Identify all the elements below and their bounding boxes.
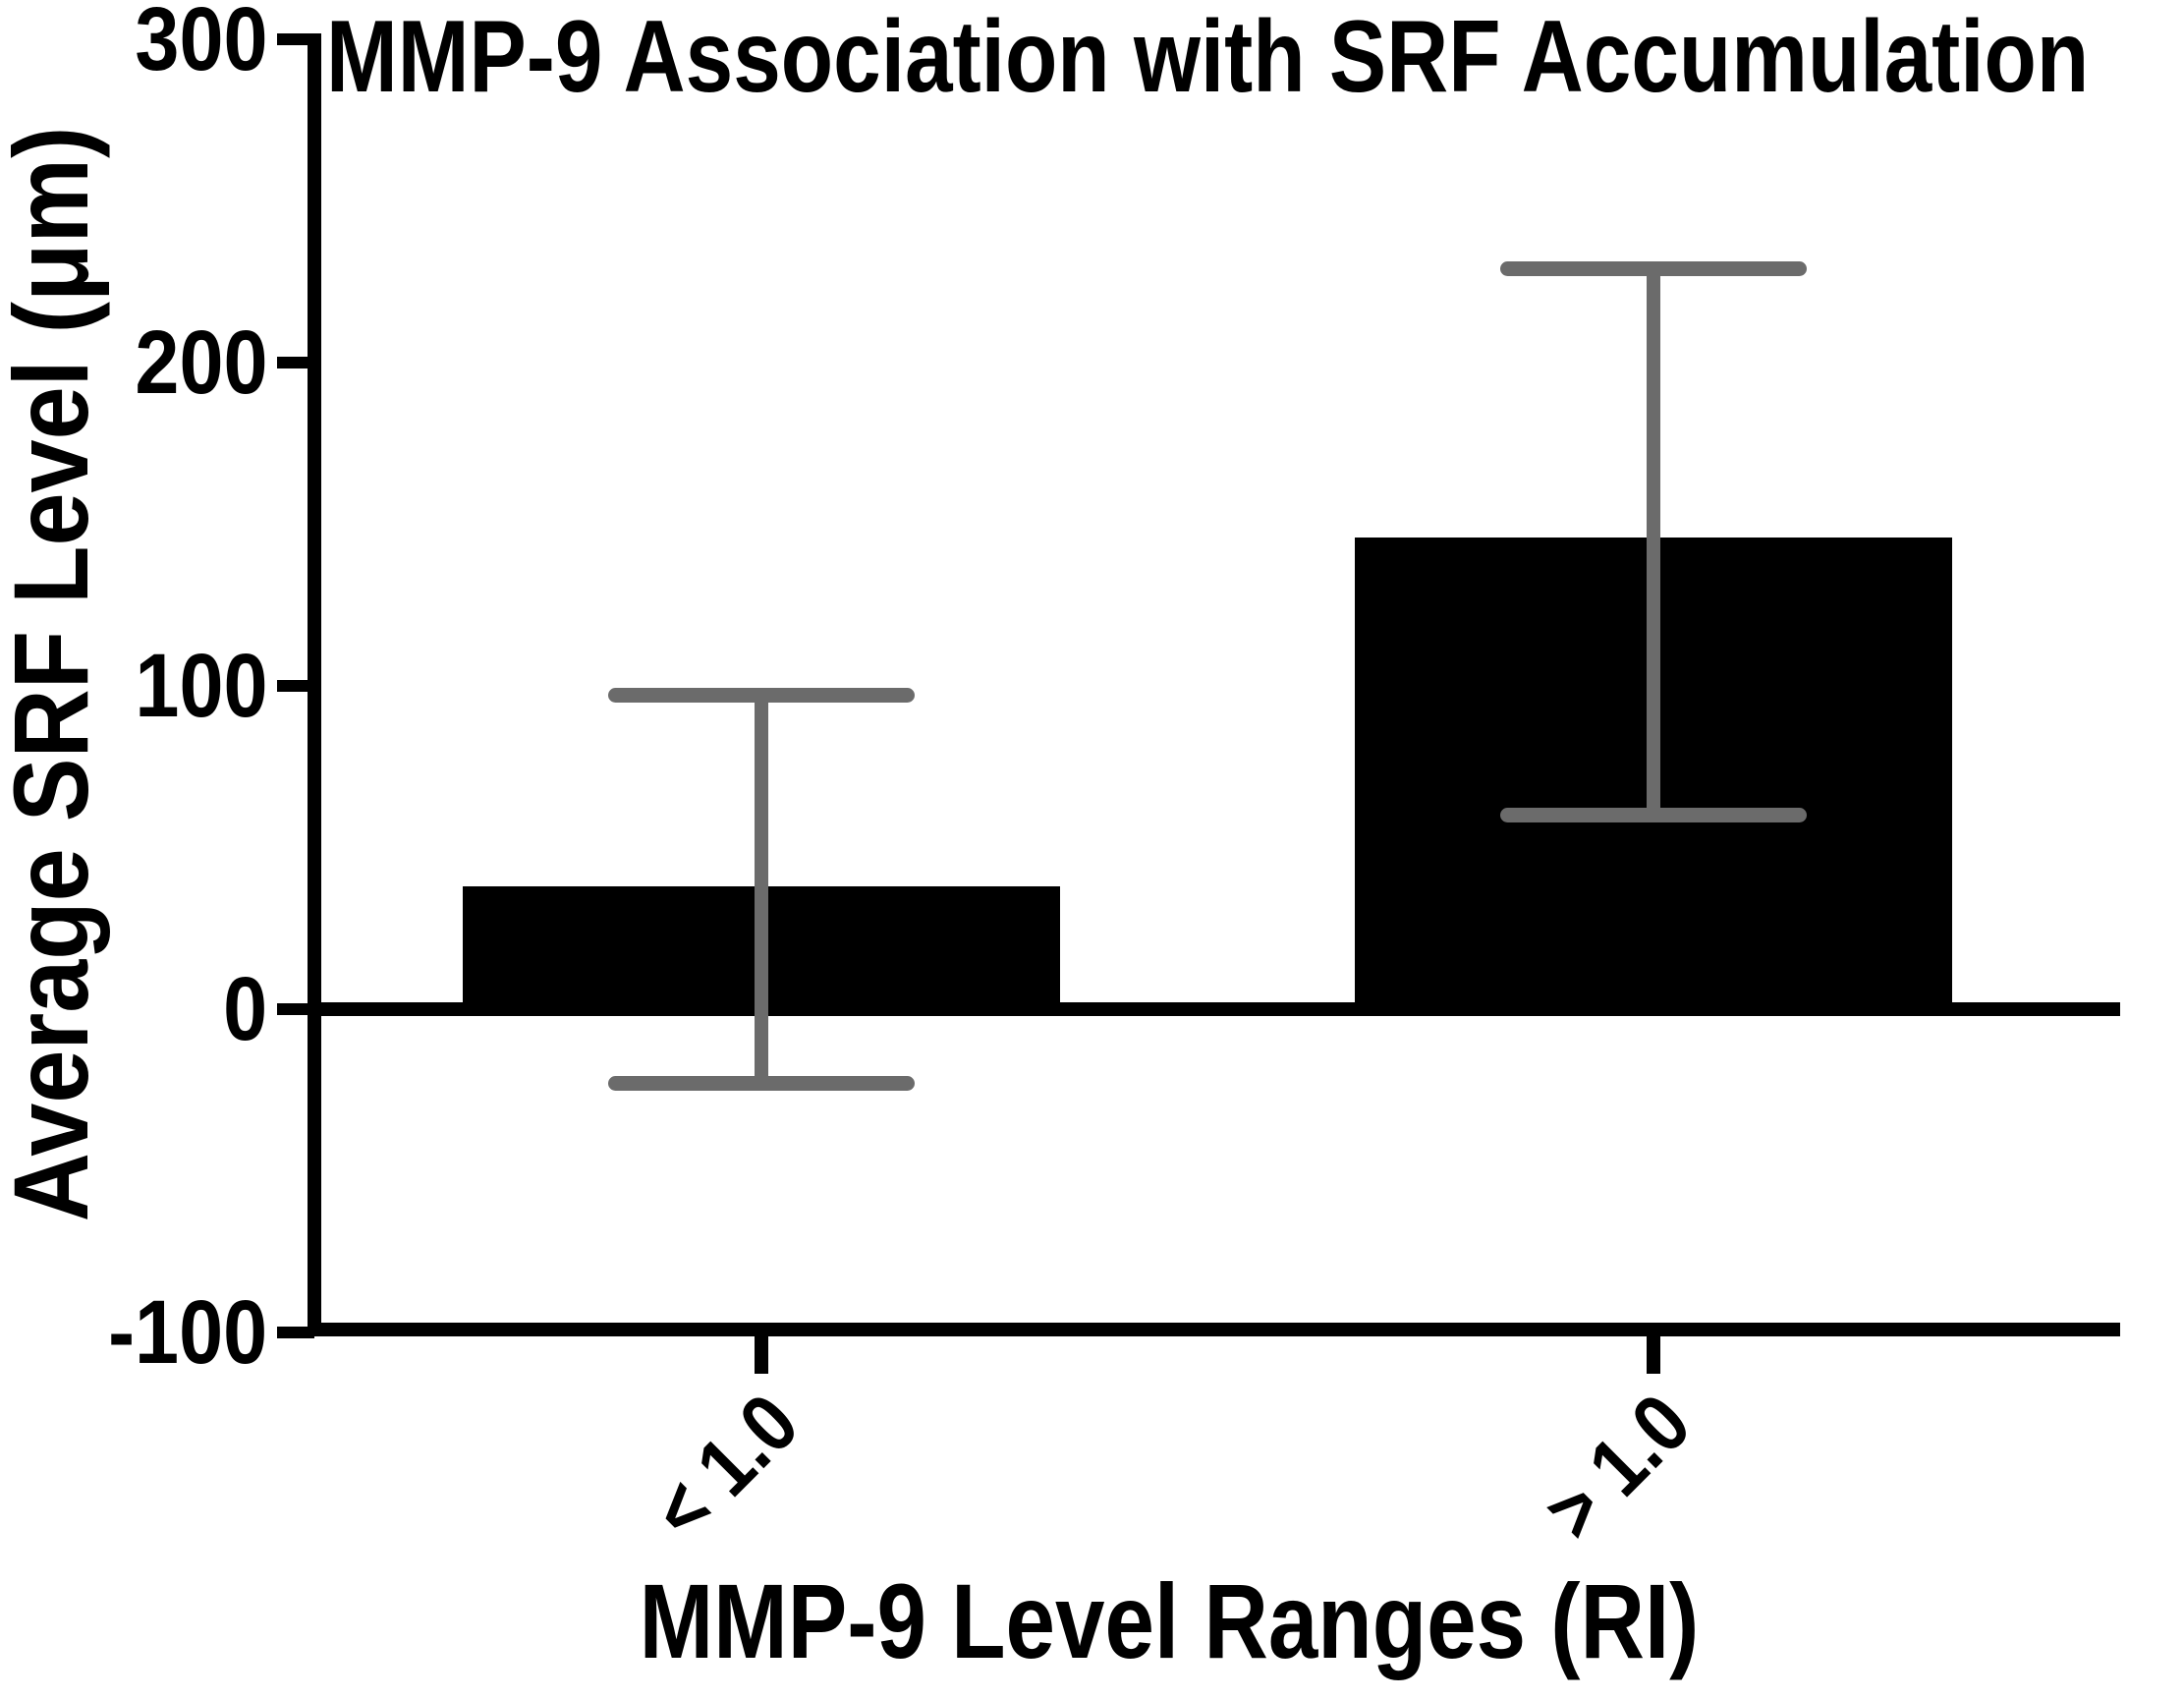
x-tick-mark [755, 1336, 768, 1374]
x-category-label: < 1.0 [634, 1376, 815, 1557]
error-bar-bottom-cap [608, 1076, 915, 1092]
y-tick-mark [277, 1327, 314, 1338]
y-tick-mark [277, 680, 314, 692]
y-tick-mark [277, 33, 314, 45]
x-axis-line [308, 1323, 2120, 1336]
error-bar-stem [1647, 268, 1660, 816]
y-tick-label: 100 [134, 636, 267, 736]
y-tick-label: 300 [134, 0, 267, 89]
x-axis-title: MMP-9 Level Ranges (RI) [639, 1561, 1700, 1680]
error-bar-top-cap [1500, 261, 1807, 277]
error-bar-top-cap [608, 688, 915, 704]
y-tick-mark [277, 357, 314, 368]
y-tick-label: 0 [222, 959, 267, 1059]
x-tick-mark [1647, 1336, 1660, 1374]
y-tick-mark [277, 1003, 314, 1015]
error-bar-bottom-cap [1500, 808, 1807, 823]
error-bar-stem [755, 695, 768, 1084]
x-category-label: > 1.0 [1526, 1376, 1708, 1557]
y-tick-label: -100 [107, 1282, 267, 1383]
y-axis-title: Average SRF Level (μm) [0, 126, 110, 1222]
chart-title: MMP-9 Association with SRF Accumulation [326, 0, 2090, 114]
y-tick-label: 200 [134, 312, 267, 413]
